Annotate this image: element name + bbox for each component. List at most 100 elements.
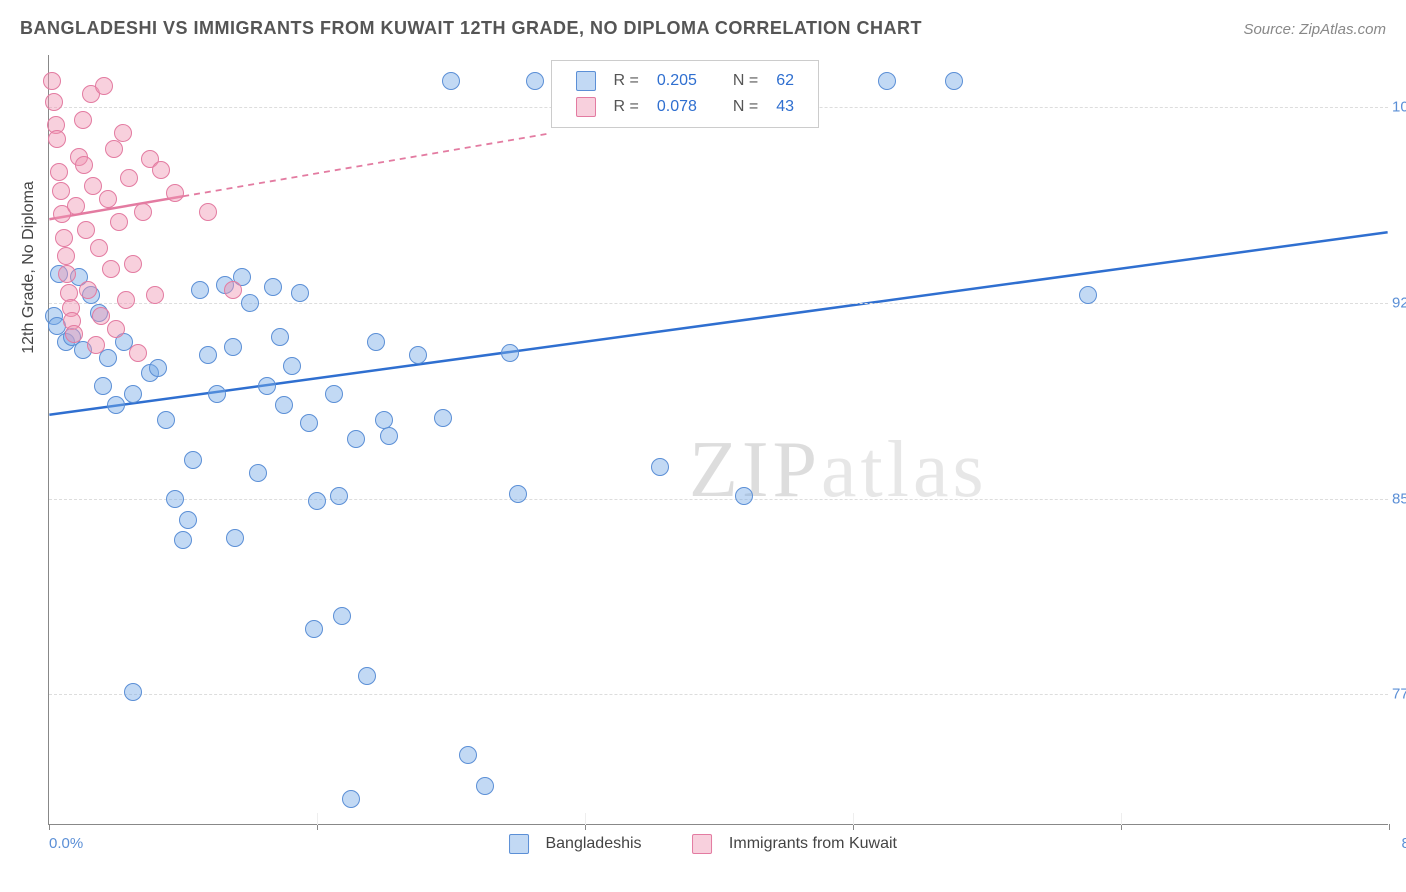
scatter-point [226,529,244,547]
legend-label-bangladeshis: Bangladeshis [545,835,641,852]
scatter-point [224,281,242,299]
scatter-point [67,197,85,215]
scatter-point [117,291,135,309]
scatter-point [291,284,309,302]
scatter-point [325,385,343,403]
xtick-stub [1121,813,1122,825]
scatter-point [94,377,112,395]
scatter-point [271,328,289,346]
scatter-point [191,281,209,299]
trend-lines-layer [49,55,1388,824]
scatter-point [367,333,385,351]
scatter-point [258,377,276,395]
scatter-point [358,667,376,685]
scatter-point [92,307,110,325]
scatter-point [300,414,318,432]
scatter-point [305,620,323,638]
scatter-point [651,458,669,476]
gridline-h [49,694,1388,695]
scatter-point [74,111,92,129]
legend-bottom: Bangladeshis Immigrants from Kuwait [503,834,903,854]
title-bar: BANGLADESHI VS IMMIGRANTS FROM KUWAIT 12… [20,18,1386,39]
xtick-stub [585,813,586,825]
xtick-mark [49,824,50,830]
scatter-point [124,683,142,701]
trend-line-dashed [183,133,551,196]
y-axis-title: 12th Grade, No Diploma [20,181,38,354]
scatter-point [134,203,152,221]
scatter-point [84,177,102,195]
scatter-point [77,221,95,239]
scatter-point [55,229,73,247]
scatter-point [330,487,348,505]
scatter-point [347,430,365,448]
scatter-point [124,385,142,403]
scatter-point [146,286,164,304]
scatter-point [342,790,360,808]
scatter-point [107,396,125,414]
scatter-point [434,409,452,427]
scatter-point [264,278,282,296]
scatter-point [509,485,527,503]
xtick-stub [317,813,318,825]
ytick-label: 77.5% [1392,686,1406,703]
source-text: Source: ZipAtlas.com [1243,21,1386,38]
scatter-point [308,492,326,510]
xtick-label-right: 80.0% [1401,835,1406,852]
scatter-point [174,531,192,549]
scatter-point [52,182,70,200]
scatter-point [79,281,97,299]
trend-line-solid [49,232,1387,414]
scatter-point [208,385,226,403]
scatter-point [124,255,142,273]
scatter-point [442,72,460,90]
scatter-point [380,427,398,445]
scatter-point [945,72,963,90]
scatter-point [107,320,125,338]
xtick-stub [853,813,854,825]
legend-label-kuwait: Immigrants from Kuwait [729,835,897,852]
scatter-point [166,490,184,508]
scatter-point [65,325,83,343]
scatter-point [735,487,753,505]
scatter-point [224,338,242,356]
scatter-point [99,190,117,208]
scatter-point [249,464,267,482]
scatter-point [102,260,120,278]
scatter-point [166,184,184,202]
scatter-point [157,411,175,429]
legend-table: R =0.205N =62R =0.078N =43 [566,67,805,121]
legend-swatch [576,97,596,117]
ytick-label: 92.5% [1392,294,1406,311]
scatter-point [1079,286,1097,304]
gridline-h [49,499,1388,500]
scatter-point [43,72,61,90]
scatter-point [241,294,259,312]
scatter-point [179,511,197,529]
scatter-point [90,239,108,257]
scatter-point [120,169,138,187]
legend-swatch [576,71,596,91]
chart-container: BANGLADESHI VS IMMIGRANTS FROM KUWAIT 12… [0,0,1406,892]
legend-swatch-bangladeshis [509,834,529,854]
xtick-mark [1389,824,1390,830]
scatter-point [199,346,217,364]
scatter-point [129,344,147,362]
scatter-point [333,607,351,625]
scatter-point [48,130,66,148]
scatter-point [199,203,217,221]
scatter-point [878,72,896,90]
scatter-point [501,344,519,362]
scatter-point [283,357,301,375]
scatter-point [526,72,544,90]
scatter-point [105,140,123,158]
scatter-point [459,746,477,764]
scatter-point [409,346,427,364]
legend-swatch-kuwait [692,834,712,854]
scatter-point [110,213,128,231]
chart-title: BANGLADESHI VS IMMIGRANTS FROM KUWAIT 12… [20,18,922,39]
ytick-label: 100.0% [1392,99,1406,116]
xtick-label-left: 0.0% [49,835,83,852]
scatter-point [184,451,202,469]
ytick-label: 85.0% [1392,490,1406,507]
